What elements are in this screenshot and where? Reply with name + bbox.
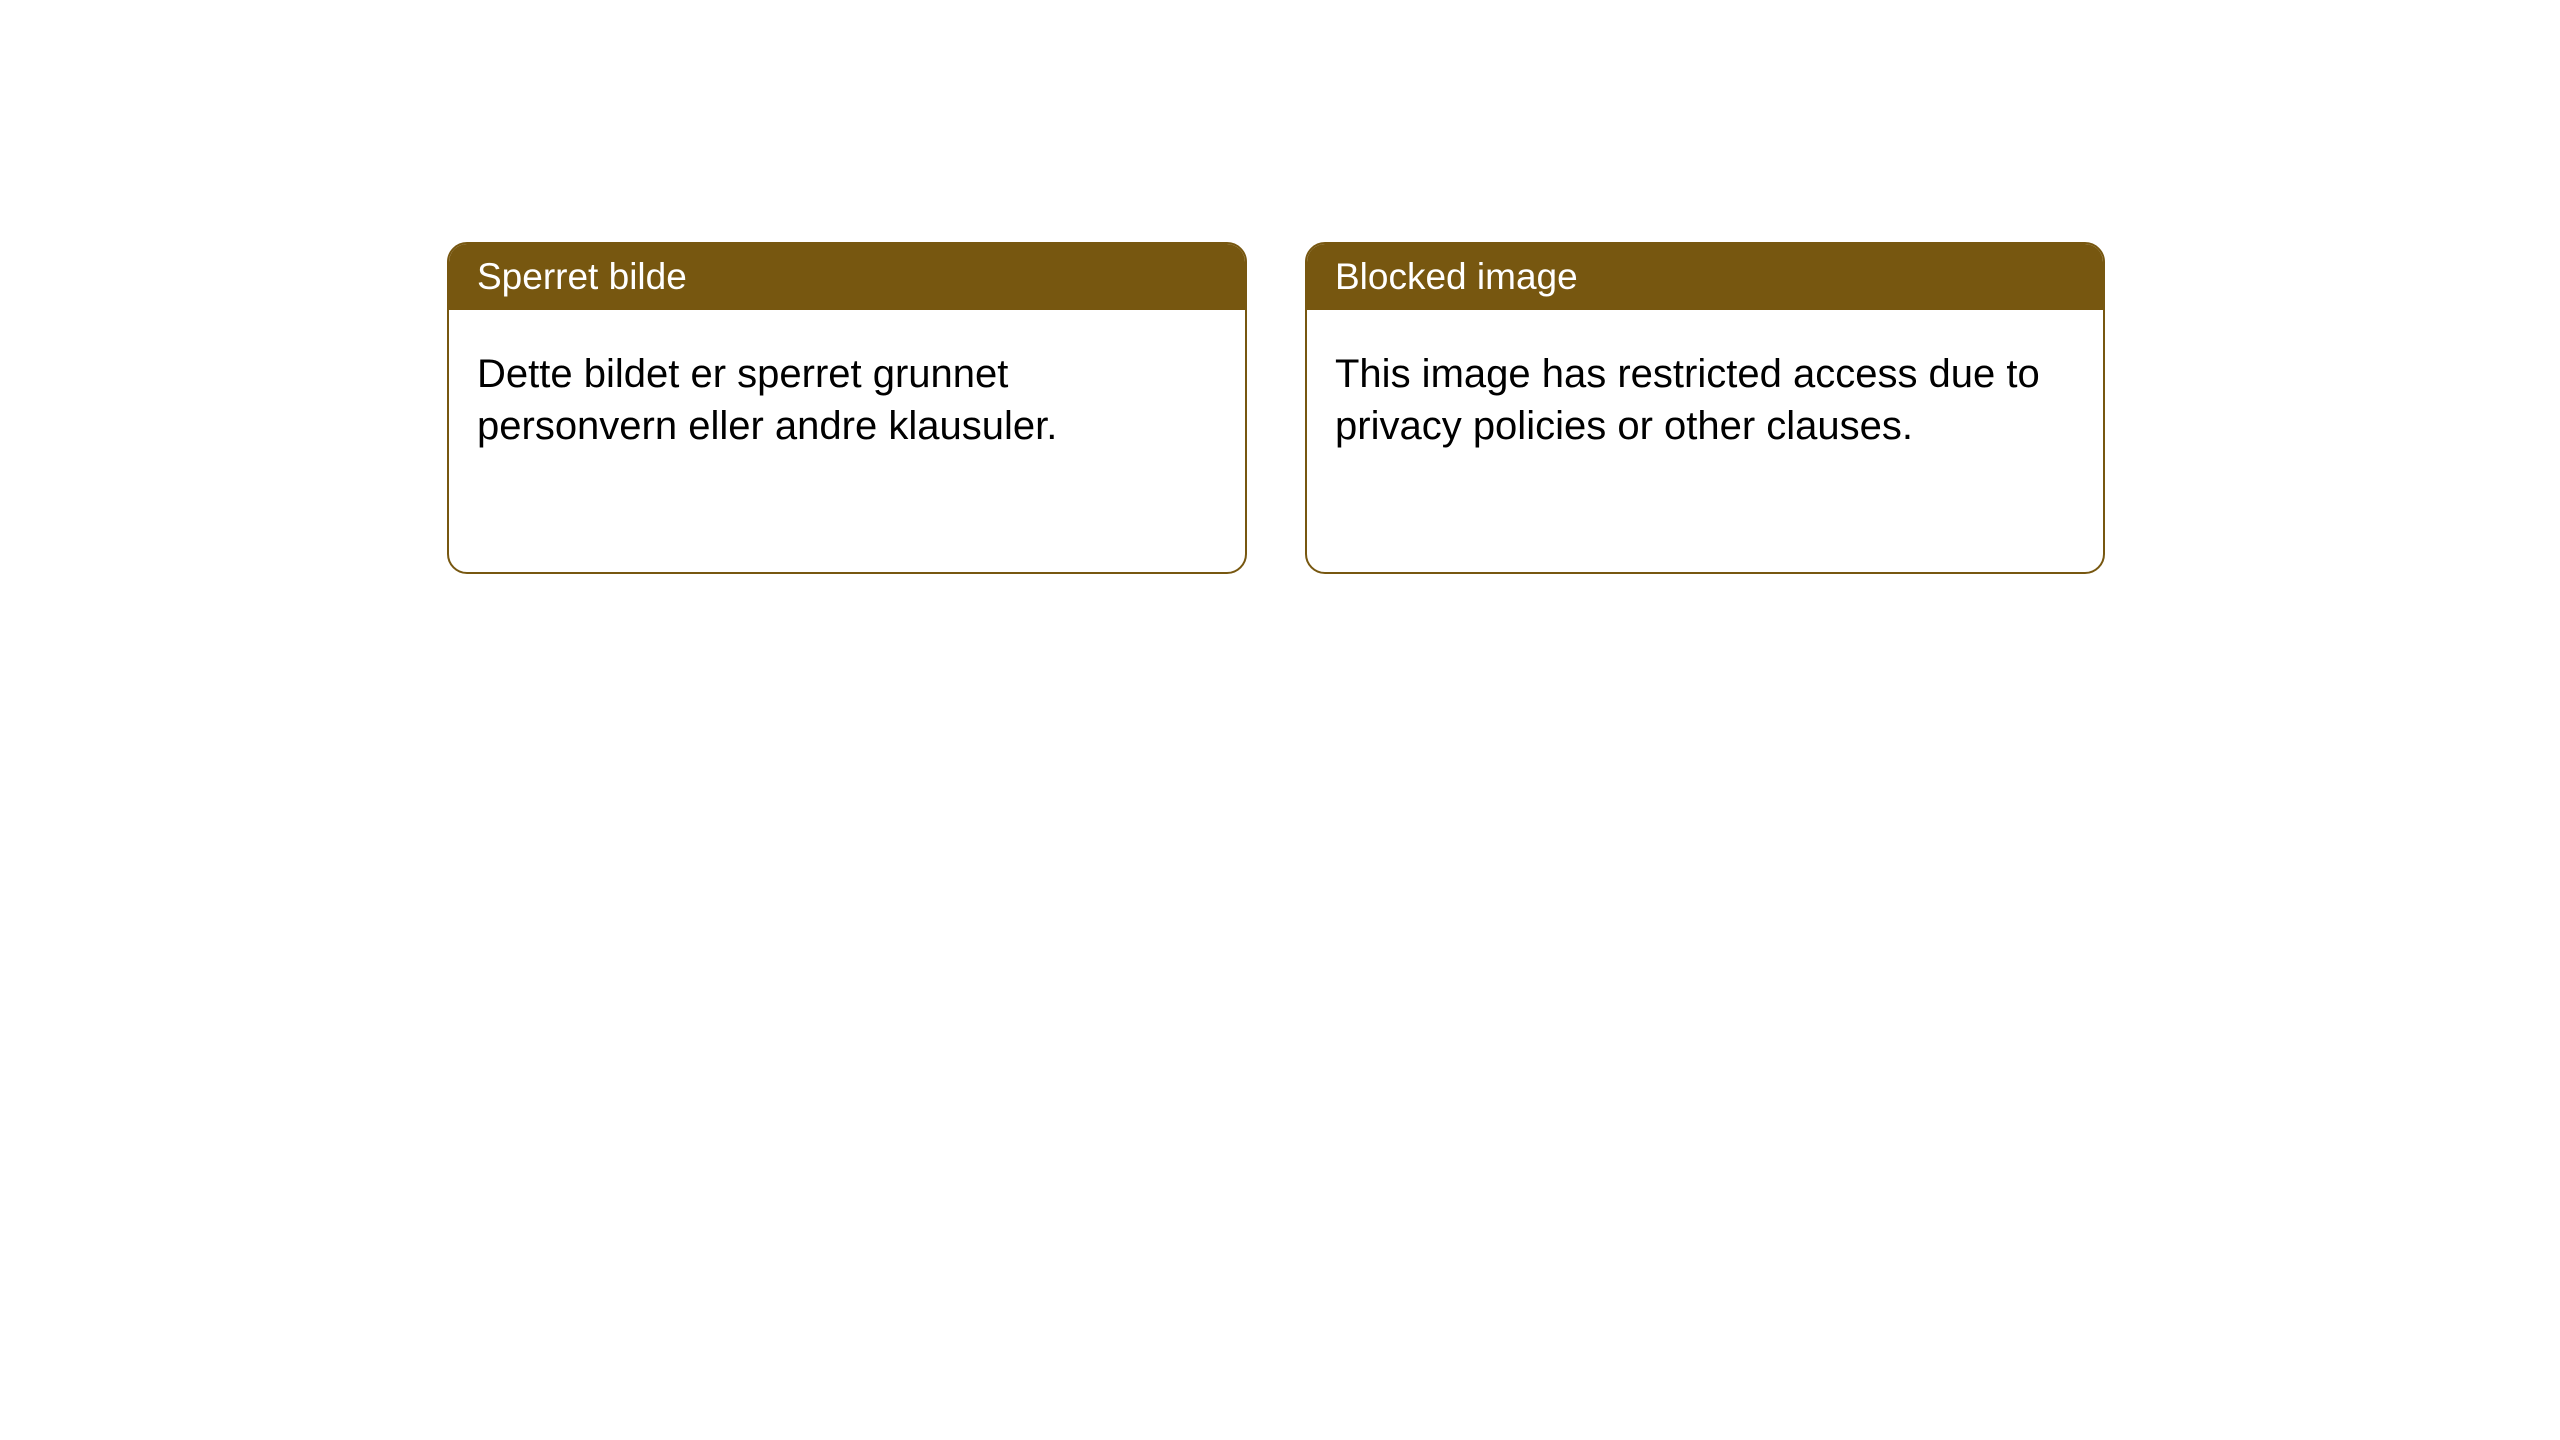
card-header-english: Blocked image <box>1307 244 2103 310</box>
card-title-norwegian: Sperret bilde <box>477 256 687 297</box>
card-body-text-english: This image has restricted access due to … <box>1335 352 2040 448</box>
card-norwegian: Sperret bilde Dette bildet er sperret gr… <box>447 242 1247 574</box>
cards-container: Sperret bilde Dette bildet er sperret gr… <box>0 0 2560 574</box>
card-body-norwegian: Dette bildet er sperret grunnet personve… <box>449 310 1245 490</box>
card-english: Blocked image This image has restricted … <box>1305 242 2105 574</box>
card-title-english: Blocked image <box>1335 256 1578 297</box>
card-body-text-norwegian: Dette bildet er sperret grunnet personve… <box>477 352 1057 448</box>
card-body-english: This image has restricted access due to … <box>1307 310 2103 490</box>
card-header-norwegian: Sperret bilde <box>449 244 1245 310</box>
